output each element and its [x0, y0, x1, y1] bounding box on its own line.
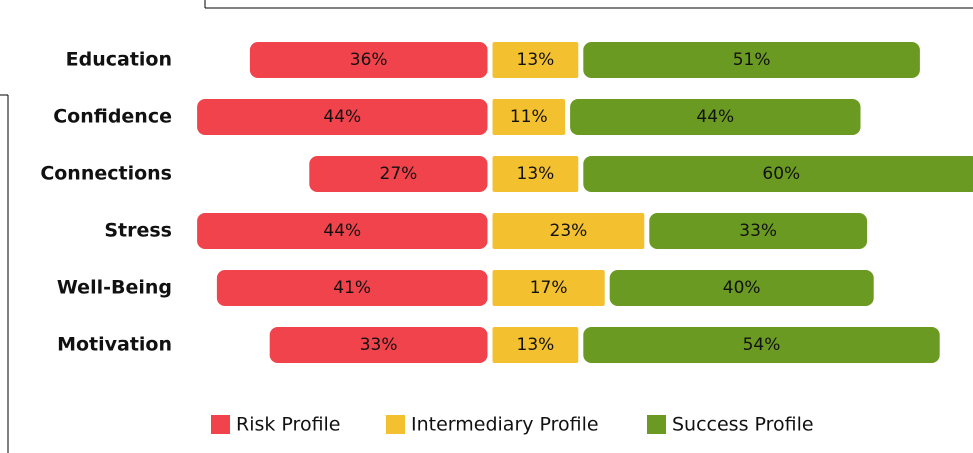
- bar: [492, 99, 566, 135]
- bar: [583, 327, 940, 363]
- bar: [492, 327, 579, 363]
- value-label: 41%: [333, 278, 371, 298]
- value-label: 33%: [360, 335, 398, 355]
- value-label: 44%: [323, 221, 361, 241]
- value-label: 13%: [517, 164, 555, 184]
- category-label: Connections: [40, 163, 172, 185]
- bar: [197, 99, 488, 135]
- category-label: Confidence: [53, 106, 172, 128]
- value-label: 13%: [517, 335, 555, 355]
- value-label: 36%: [350, 50, 388, 70]
- value-label: 54%: [743, 335, 781, 355]
- bar: [583, 42, 920, 78]
- value-label: 33%: [739, 221, 777, 241]
- bar: [649, 213, 868, 249]
- legend-swatch: [211, 415, 230, 434]
- value-label: 44%: [323, 107, 361, 127]
- value-label: 27%: [380, 164, 418, 184]
- bar: [492, 270, 605, 306]
- legend-label: Success Profile: [672, 414, 814, 436]
- value-label: 51%: [733, 50, 771, 70]
- bar: [570, 99, 861, 135]
- bar: [492, 42, 579, 78]
- legend-label: Risk Profile: [236, 414, 341, 436]
- bar: [309, 156, 488, 192]
- category-label: Education: [66, 49, 172, 71]
- bar: [197, 213, 488, 249]
- bar: [492, 213, 645, 249]
- bar: [609, 270, 874, 306]
- category-label: Stress: [104, 220, 172, 242]
- bar: [583, 156, 973, 192]
- value-label: 17%: [530, 278, 568, 298]
- value-label: 44%: [696, 107, 734, 127]
- value-label: 11%: [510, 107, 548, 127]
- category-label: Well-Being: [57, 277, 172, 299]
- value-label: 23%: [550, 221, 588, 241]
- bar: [492, 156, 579, 192]
- legend-swatch: [647, 415, 666, 434]
- legend-swatch: [386, 415, 405, 434]
- value-label: 40%: [723, 278, 761, 298]
- bar: [216, 270, 488, 306]
- legend-label: Intermediary Profile: [411, 414, 599, 436]
- category-label: Motivation: [57, 334, 172, 356]
- value-label: 13%: [517, 50, 555, 70]
- bar: [269, 327, 488, 363]
- bar: [249, 42, 488, 78]
- value-label: 60%: [762, 164, 800, 184]
